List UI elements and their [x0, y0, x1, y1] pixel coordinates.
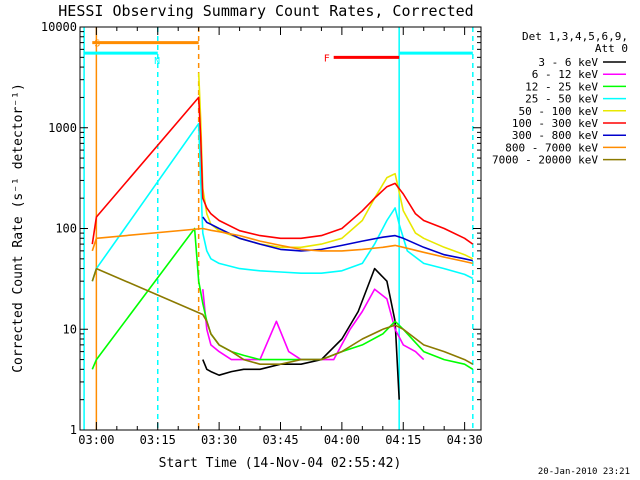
legend-entry-label: 800 - 7000 keV	[505, 141, 598, 154]
x-tick-label: 03:00	[78, 433, 114, 447]
y-tick-label: 1000	[48, 121, 77, 135]
x-axis-label: Start Time (14-Nov-04 02:55:42)	[159, 456, 402, 471]
legend-entry-label: 100 - 300 keV	[512, 117, 598, 130]
x-tick-label: 04:30	[447, 433, 483, 447]
x-tick-label: 03:45	[262, 433, 298, 447]
legend-entry-label: 12 - 25 keV	[525, 80, 598, 93]
y-tick-label: 10000	[41, 20, 77, 34]
y-axis: 1 10 100 1000 10000	[41, 20, 481, 437]
plot-area: S N F	[83, 27, 474, 430]
series-line	[202, 267, 400, 400]
legend-entry-label: 50 - 100 keV	[519, 105, 599, 118]
series-line	[91, 227, 473, 265]
flag-label: N	[154, 56, 160, 67]
x-axis: 03:00 03:15 03:30 03:45 04:00 04:15 04:30	[78, 27, 483, 447]
chart-title: HESSI Observing Summary Count Rates, Cor…	[58, 2, 473, 20]
series-line	[91, 96, 474, 245]
series-line	[91, 227, 474, 370]
series-line	[91, 267, 474, 366]
series-line	[197, 72, 474, 260]
series-line	[91, 122, 474, 282]
y-tick-label: 1	[70, 423, 77, 437]
flag-label: F	[324, 53, 330, 64]
flag-label: S	[94, 39, 100, 50]
legend-entry-label: 3 - 6 keV	[538, 56, 598, 69]
legend-entry-label: 7000 - 20000 keV	[492, 154, 598, 167]
legend-header: Det 1,3,4,5,6,9,	[522, 30, 628, 43]
y-axis-label: Corrected Count Rate (s⁻¹ detector⁻¹)	[11, 83, 26, 373]
series-line	[202, 216, 473, 262]
y-tick-label: 10	[63, 322, 77, 336]
legend-entry-label: 25 - 50 keV	[525, 93, 598, 106]
x-tick-label: 03:30	[201, 433, 237, 447]
timestamp: 20-Jan-2010 23:21	[538, 467, 630, 477]
y-tick-label: 100	[55, 222, 77, 236]
x-tick-label: 04:00	[324, 433, 360, 447]
legend-entry-label: 6 - 12 keV	[532, 68, 599, 81]
legend-header: Att 0	[595, 42, 628, 55]
legend-entry-label: 300 - 800 keV	[512, 129, 598, 142]
x-tick-label: 03:15	[140, 433, 176, 447]
x-tick-label: 04:15	[385, 433, 421, 447]
